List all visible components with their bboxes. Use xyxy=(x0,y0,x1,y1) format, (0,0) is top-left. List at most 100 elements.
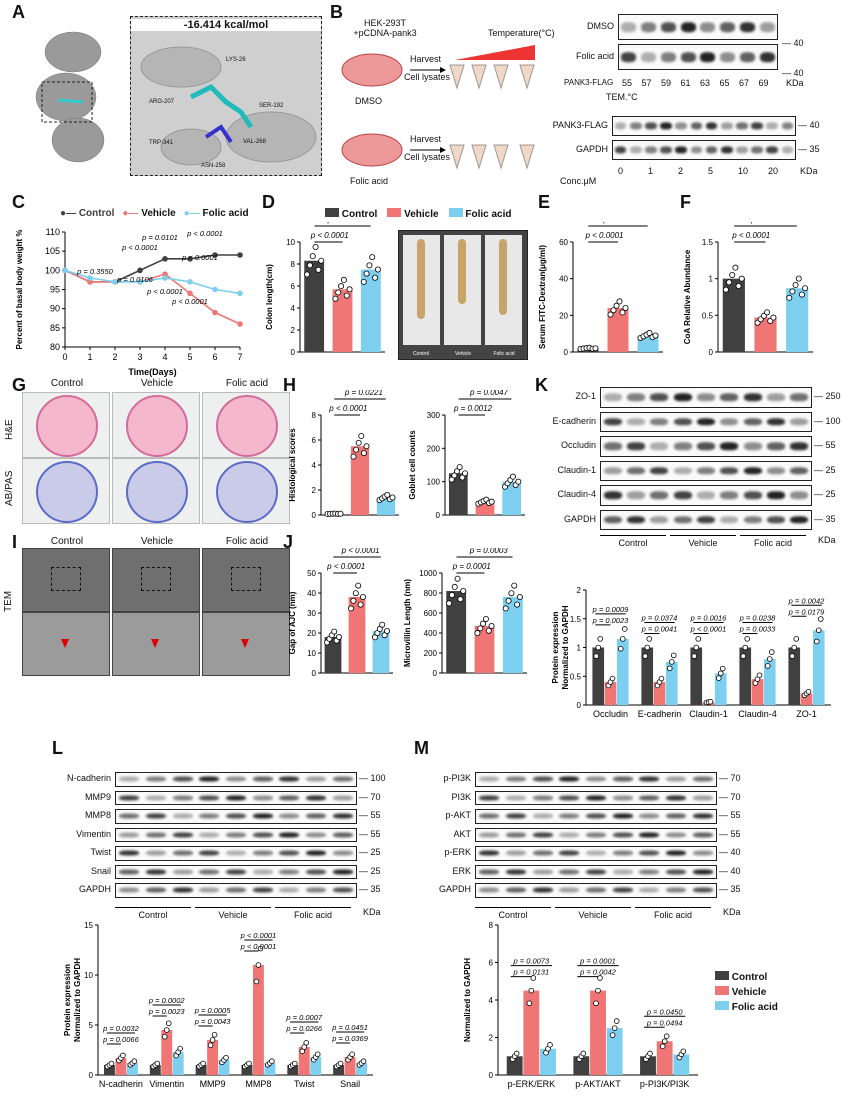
L-band-row-2 xyxy=(115,809,357,824)
F-dot-0-1 xyxy=(726,279,733,286)
C-ylabel: Percent of basal body weight % xyxy=(15,229,24,349)
E-ylabel: Serum FITC-Dextran(μg/ml) xyxy=(538,245,547,349)
L-kda: KDa xyxy=(363,907,381,917)
panel-label-k: K xyxy=(535,375,548,395)
D-ylabel: Colon length(cm) xyxy=(265,264,274,330)
K-row-label-5: GAPDH xyxy=(563,513,596,524)
E-dot-1-2 xyxy=(613,302,620,309)
M-mw-3: — 55 xyxy=(719,828,741,839)
L-pval-4: p = 0.0043 xyxy=(194,1017,231,1026)
F-pval-0: p < 0.0001 xyxy=(750,222,789,224)
H1-ylabel: Histological scores xyxy=(288,428,297,502)
L-bar-4-1 xyxy=(298,1047,310,1075)
K-dot-4-2-1 xyxy=(815,627,822,634)
L-dot-3-2-2 xyxy=(269,1058,275,1065)
C-ytick-1: 85 xyxy=(50,323,60,333)
M-bar-2-2 xyxy=(673,1054,690,1075)
B1-temp-1: 57 xyxy=(641,78,652,88)
legend-folic: Folic acid xyxy=(465,209,512,220)
K-xcat-1: E-cadherin xyxy=(638,709,682,719)
L-bar-0-0 xyxy=(104,1065,115,1075)
E-ytick-1: 20 xyxy=(559,311,568,320)
J1-dot-1-0 xyxy=(348,605,355,612)
E-ytick-3: 60 xyxy=(559,238,568,247)
H2-ytick-0: 0 xyxy=(436,511,441,520)
J1-dot-1-2 xyxy=(352,590,359,597)
M-row-label-4: p-ERK xyxy=(444,847,471,858)
H2-dot-1-5 xyxy=(488,498,495,505)
D-ytick-3: 6 xyxy=(291,282,296,291)
L-ytick-0: 0 xyxy=(89,1071,94,1080)
M-dot-1-2-1 xyxy=(611,1025,618,1031)
M-bar-0-2 xyxy=(540,1048,556,1075)
L-pval-11: p = 0.0451 xyxy=(331,1023,368,1032)
L-pval-10: p = 0.0369 xyxy=(331,1034,368,1043)
L-mw-3: — 55 xyxy=(359,828,381,839)
L-dot-2-1-2 xyxy=(211,1031,218,1038)
temperature-label: Temperature(°C) xyxy=(488,28,555,38)
K-pval-1: p = 0.0009 xyxy=(592,605,629,614)
M-dot-1-0-2 xyxy=(580,1050,587,1057)
J2-dot-0-1 xyxy=(448,592,455,599)
J2-bar-2 xyxy=(502,597,523,673)
C-xlabel: Time(Days) xyxy=(128,367,176,377)
I-tem-1-2 xyxy=(202,612,290,676)
J1-pval-0: p < 0.0001 xyxy=(341,548,380,555)
B1-temp-6: 67 xyxy=(739,78,750,88)
L-pval-3: p = 0.0002 xyxy=(148,996,185,1005)
D-dot-1-3 xyxy=(340,276,347,283)
L-row-label-5: Snail xyxy=(90,865,111,876)
G-tissue-1-0 xyxy=(22,458,110,524)
C-pt-0-4 xyxy=(162,256,168,262)
B1-tem-label: TEM.°C xyxy=(606,92,638,102)
L-pval-1: p = 0.0032 xyxy=(102,1024,139,1033)
K-group-0: Control xyxy=(600,535,666,548)
panel-label-h: H xyxy=(283,375,296,395)
L-bar-3-1 xyxy=(252,965,264,1075)
K-dot-1-0-1 xyxy=(644,644,651,651)
legend-c: ●— Control ●— Vehicle ●— Folic acid xyxy=(60,208,249,219)
L-xcat-1: Vimentin xyxy=(149,1079,184,1089)
L-bar-5-2 xyxy=(356,1063,367,1075)
J2-ytick-2: 400 xyxy=(424,629,438,638)
H2-ylabel: Goblet cell counts xyxy=(408,430,417,500)
D-pval-1: p < 0.0001 xyxy=(310,231,349,240)
C-ytick-2: 90 xyxy=(50,304,60,314)
C-pt-2-3 xyxy=(137,279,143,285)
C-pt-2-4 xyxy=(162,275,168,281)
chart-fitc-dextran: 0 20 40 60 Serum FITC-Dextran(μg/ml) p = 0.00… xyxy=(538,222,663,357)
M-dot-0-0-2 xyxy=(513,1050,520,1057)
L-dot-4-2-2 xyxy=(314,1051,321,1058)
cetsa-workflow-diagram xyxy=(341,45,535,170)
K-group-1: Vehicle xyxy=(670,535,736,548)
B1-side-label: PANK3-FLAG xyxy=(564,78,614,87)
legend-control: Control xyxy=(341,209,378,220)
K-bar-4-2 xyxy=(812,630,825,705)
L-row-label-0: N-cadherin xyxy=(66,773,111,784)
D-dot-2-5 xyxy=(374,266,381,273)
H2-dot-0-4 xyxy=(459,474,466,481)
D-dot-1-5 xyxy=(346,286,353,293)
J2-dot-1-3 xyxy=(482,615,489,622)
J1-bar-0 xyxy=(324,637,342,673)
F-ylabel: CoA Relative Abundance xyxy=(683,249,692,344)
L-pval-5: p = 0.0005 xyxy=(194,1006,231,1015)
B1-temp-4: 63 xyxy=(700,78,711,88)
F-ytick-3: 1.5 xyxy=(702,238,714,247)
C-pt-1-4 xyxy=(162,271,168,277)
H1-dot-1-4 xyxy=(360,450,367,457)
M-band-row-6 xyxy=(475,883,717,898)
K-bar-1-2 xyxy=(665,661,678,705)
C-pt-0-5 xyxy=(187,256,193,262)
chart-coa: 0 0.5 1 1.5 CoA Relative Abundance p < 0.0001… xyxy=(683,222,813,357)
K-dot-0-1-2 xyxy=(609,675,616,682)
J1-ytick-0: 0 xyxy=(312,669,317,678)
legend-m-folic: Folic acid xyxy=(731,1002,778,1013)
K-dot-3-2-0 xyxy=(764,663,771,669)
M-dot-0-1-1 xyxy=(528,987,535,994)
K-dot-4-0-0 xyxy=(789,653,796,659)
M-ytick-3: 6 xyxy=(489,959,494,968)
C-pt-2-7 xyxy=(237,290,243,297)
K-band-row-5 xyxy=(600,509,812,530)
M-dot-2-0-2 xyxy=(647,1050,653,1057)
